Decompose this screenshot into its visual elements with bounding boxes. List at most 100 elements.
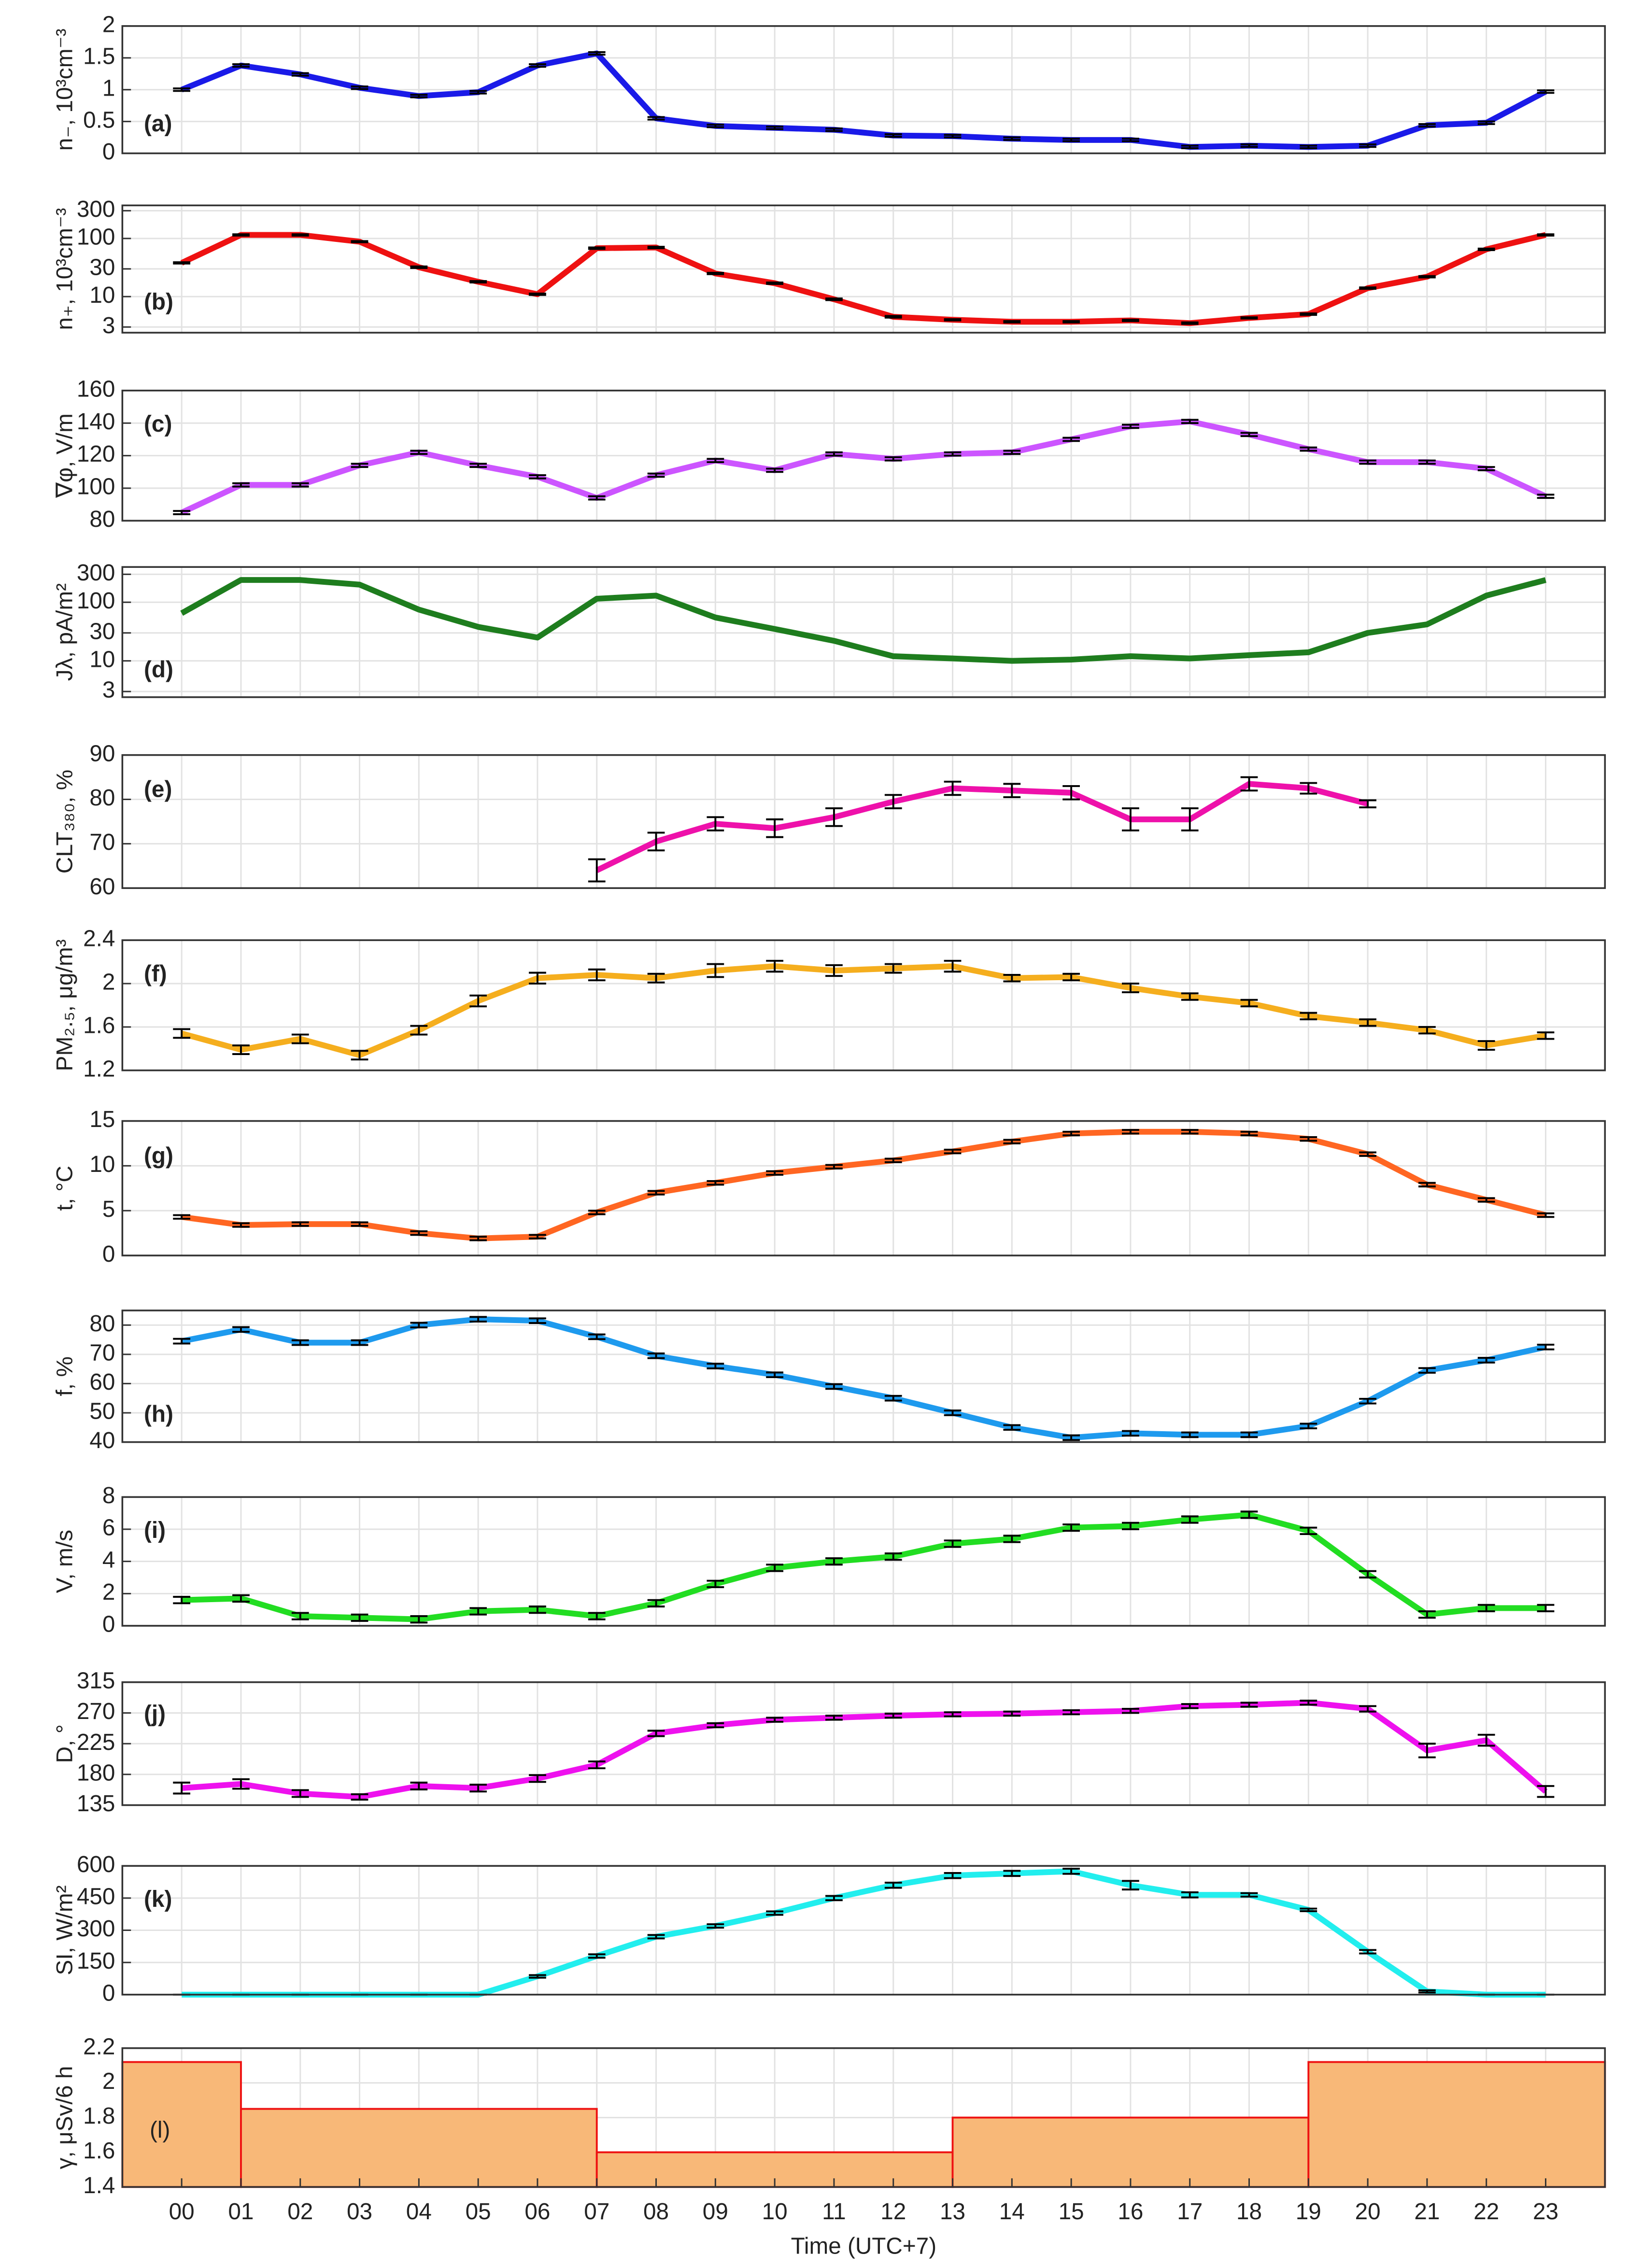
y-tick-label: 6 [102,1515,115,1541]
error-bar [351,1221,368,1227]
error-bar [291,1789,309,1798]
error-bar [1418,275,1436,279]
error-bar [766,1371,784,1379]
plot-frame [121,389,1606,522]
panel-tag: (d) [144,657,173,682]
error-bar [1359,1397,1377,1405]
error-bar [1181,1891,1199,1899]
y-axis-label: CLT₃₈₀, % [52,770,78,873]
error-bar [529,474,546,479]
y-axis-label: ∇φ, V/m [52,413,78,498]
error-bar [1537,1212,1555,1218]
y-tick-label: 300 [77,1916,115,1942]
error-bar [944,1539,962,1548]
x-tick-label: 22 [1473,2199,1499,2225]
error-bar [707,458,724,464]
data-line [181,1512,1546,1622]
error-bar [1418,1182,1436,1188]
error-bar [351,1050,368,1061]
y-tick-label: 10 [89,1152,115,1177]
error-bar [1122,1880,1139,1891]
y-tick-label: 2.4 [83,926,115,952]
y-tick-label: 80 [89,1311,115,1337]
x-tick-label: 10 [762,2199,788,2225]
error-bar [766,1170,784,1176]
error-bar [529,972,546,985]
error-bar [707,1722,724,1729]
error-bar [1418,459,1436,465]
error-bar [1062,1709,1080,1716]
y-tick-label: 50 [89,1399,115,1424]
error-bar [469,1236,487,1241]
error-bar [469,1316,487,1323]
error-bar [707,1579,724,1588]
y-tick-label: 15 [89,1107,115,1132]
y-tick-label: 8 [102,1483,115,1508]
panel-tag: (b) [144,289,173,315]
y-tick-label: 1.6 [83,1013,115,1038]
x-tick-label: 02 [287,2199,313,2225]
bar [951,2116,1310,2188]
y-tick-label: 2.2 [83,2034,115,2059]
error-bar [884,1157,902,1163]
error-bar [1477,1197,1495,1203]
error-bar [707,1363,724,1369]
y-tick-label: 60 [89,874,115,900]
error-bar [766,282,784,285]
y-tick-label: 225 [77,1730,115,1755]
error-bar [1477,1357,1495,1364]
error-bar [647,1190,665,1196]
x-tick-label: 08 [643,2199,669,2225]
error-bar [410,450,428,455]
error-bar [291,482,309,488]
data-line [180,577,1547,664]
error-bar [884,315,902,319]
y-axis-label: SI, W/m² [52,1885,78,1975]
error-bar [1003,974,1021,983]
x-tick-label: 17 [1177,2199,1203,2225]
error-bar [1181,1515,1199,1524]
error-bar [1062,437,1080,442]
y-tick-label: 100 [77,474,115,500]
error-bar [173,1338,191,1345]
error-bar [1122,983,1139,993]
error-bar [825,964,843,977]
y-tick-label: 315 [77,1668,115,1693]
error-bar [410,265,428,269]
y-tick-label: 30 [89,619,115,644]
error-bar [1537,89,1555,94]
error-bar [469,280,487,283]
error-bar [173,1028,191,1039]
error-bar [707,963,724,978]
x-tick-label: 06 [524,2199,550,2225]
x-tick-label: 19 [1296,2199,1321,2225]
error-bar [1181,321,1199,325]
error-bar [1003,136,1021,141]
y-tick-label: 1.8 [83,2103,115,2129]
error-bar [1300,1423,1317,1430]
plot-frame [121,1310,1606,1443]
x-tick-label: 05 [466,2199,491,2225]
error-bar [766,1564,784,1572]
error-bar [1003,1535,1021,1543]
plot-frame [121,566,1606,698]
error-bar [1122,1521,1139,1530]
error-bar [1122,1129,1139,1135]
error-bar [1003,783,1021,798]
error-bar [1418,1989,1436,1994]
error-bar [1418,1367,1436,1374]
x-tick-label: 04 [406,2199,432,2225]
error-bar [173,87,191,92]
error-bar [351,1793,368,1801]
x-tick-label: 13 [940,2199,965,2225]
x-tick-label: 23 [1533,2199,1558,2225]
x-tick-label: 07 [584,2199,609,2225]
x-tick-label: 01 [228,2199,254,2225]
error-bar [1003,1870,1021,1877]
error-bar [707,124,724,128]
error-bar [588,1612,606,1620]
error-bar [1418,1026,1436,1035]
y-tick-label: 600 [77,1852,115,1877]
error-bar [944,1409,962,1416]
panel-tag: (g) [144,1143,173,1169]
